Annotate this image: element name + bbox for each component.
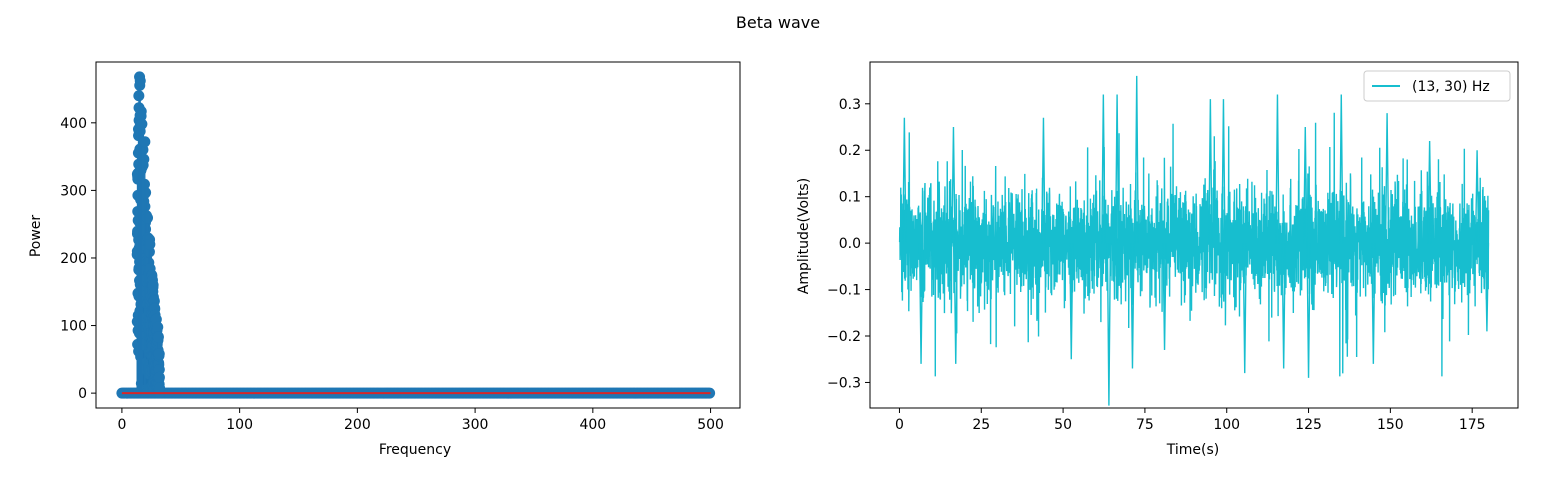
power-spectrum-axes: 0 100 200 300 400 500 0 100 200 300 400 Frequency… — [28, 61, 741, 458]
legend-box — [1363, 70, 1511, 102]
right-y-tick-label: 0.1 — [839, 190, 861, 206]
right-y-tick-label: 0.3 — [839, 97, 861, 113]
right-x-tick-label: 75 — [1136, 417, 1154, 433]
right-y-ticks: −0.3 −0.2 −0.1 0.0 0.1 0.2 0.3 — [827, 97, 870, 391]
stem-marker — [135, 110, 147, 122]
signal-line-group — [898, 75, 1490, 406]
stem-marker — [152, 331, 164, 343]
signal-spike — [1221, 99, 1226, 244]
left-x-tick-label: 200 — [344, 417, 371, 433]
signal-spike — [1069, 243, 1074, 360]
signal-spike — [918, 243, 924, 364]
left-y-tick-label: 0 — [78, 386, 87, 402]
legend-label: (13, 30) Hz — [1412, 79, 1490, 95]
right-y-tick-label: −0.1 — [827, 283, 861, 299]
signal-spike — [1275, 94, 1280, 244]
stem-marker — [152, 321, 164, 333]
right-y-axis-label: Amplitude(Volts) — [796, 178, 812, 294]
right-x-tick-label: 25 — [972, 417, 990, 433]
right-x-tick-label: 50 — [1054, 417, 1072, 433]
signal-spike — [1339, 94, 1344, 244]
left-y-tick-label: 400 — [60, 116, 87, 132]
signal-line — [898, 112, 1490, 377]
right-x-tick-label: 175 — [1459, 417, 1486, 433]
stem-marker — [139, 136, 151, 148]
signal-spike — [1384, 113, 1390, 244]
right-x-ticks: 0 25 50 75 100 125 150 175 — [895, 408, 1486, 433]
signal-spike — [1303, 127, 1308, 244]
stem-marker — [153, 348, 165, 360]
signal-spike — [1134, 75, 1139, 244]
right-y-tick-label: 0.0 — [839, 236, 861, 252]
signal-spike — [1474, 150, 1480, 244]
left-y-ticks: 0 100 200 300 400 — [60, 116, 96, 402]
stem-marker — [144, 238, 156, 250]
stem-marker — [136, 118, 148, 130]
left-x-tick-label: 100 — [226, 417, 253, 433]
signal-spike — [953, 243, 958, 364]
left-x-ticks: 0 100 200 300 400 500 — [117, 408, 724, 433]
stem-marker — [154, 382, 166, 394]
signal-spike — [1306, 243, 1311, 378]
right-x-tick-label: 150 — [1377, 417, 1404, 433]
signal-spike — [1371, 243, 1376, 364]
right-x-tick-label: 100 — [1213, 417, 1240, 433]
right-x-tick-label: 0 — [895, 417, 904, 433]
stem-marker — [134, 75, 146, 87]
right-x-axis-label: Time(s) — [1166, 442, 1219, 458]
left-x-tick-label: 500 — [697, 417, 724, 433]
signal-spike — [1041, 117, 1046, 244]
signal-spike — [951, 127, 956, 244]
time-domain-axes: 0 25 50 75 100 125 150 175 −0.3 −0.2 −0.1 0.0 0.1 0.… — [796, 61, 1519, 458]
left-x-axis-label: Frequency — [379, 442, 451, 458]
signal-spike — [1106, 243, 1112, 406]
right-x-tick-label: 125 — [1295, 417, 1322, 433]
left-x-tick-label: 400 — [579, 417, 606, 433]
legend: (13, 30) Hz — [1363, 70, 1511, 102]
signal-spike — [1242, 243, 1247, 374]
right-y-tick-label: −0.3 — [827, 375, 861, 391]
signal-spike — [1130, 243, 1135, 369]
signal-spike — [1281, 243, 1286, 369]
left-y-tick-label: 200 — [60, 251, 87, 267]
right-y-tick-label: 0.2 — [839, 143, 861, 159]
signal-spike — [1114, 94, 1120, 244]
signal-spike — [1427, 140, 1432, 244]
stem-marker — [153, 364, 165, 376]
stem-marker — [140, 187, 152, 199]
signal-spike — [1101, 94, 1106, 244]
signal-spike — [1484, 243, 1490, 332]
left-plot-frame — [95, 61, 741, 409]
right-y-tick-label: −0.2 — [827, 329, 861, 345]
left-x-tick-label: 0 — [117, 417, 126, 433]
stem-marker — [147, 279, 159, 291]
figure-title: Beta wave — [735, 13, 821, 32]
signal-spike — [902, 117, 907, 244]
left-y-axis-label: Power — [28, 215, 44, 258]
stem-marker — [142, 212, 154, 224]
stem-marks — [116, 71, 716, 399]
stem-marker — [133, 90, 145, 102]
signal-spike — [1162, 243, 1167, 350]
left-y-tick-label: 100 — [60, 319, 87, 335]
left-x-tick-label: 300 — [462, 417, 489, 433]
stem-marker — [153, 371, 165, 383]
right-plot-frame — [869, 61, 1519, 409]
left-y-tick-label: 300 — [60, 183, 87, 199]
signal-spike — [1208, 99, 1213, 244]
